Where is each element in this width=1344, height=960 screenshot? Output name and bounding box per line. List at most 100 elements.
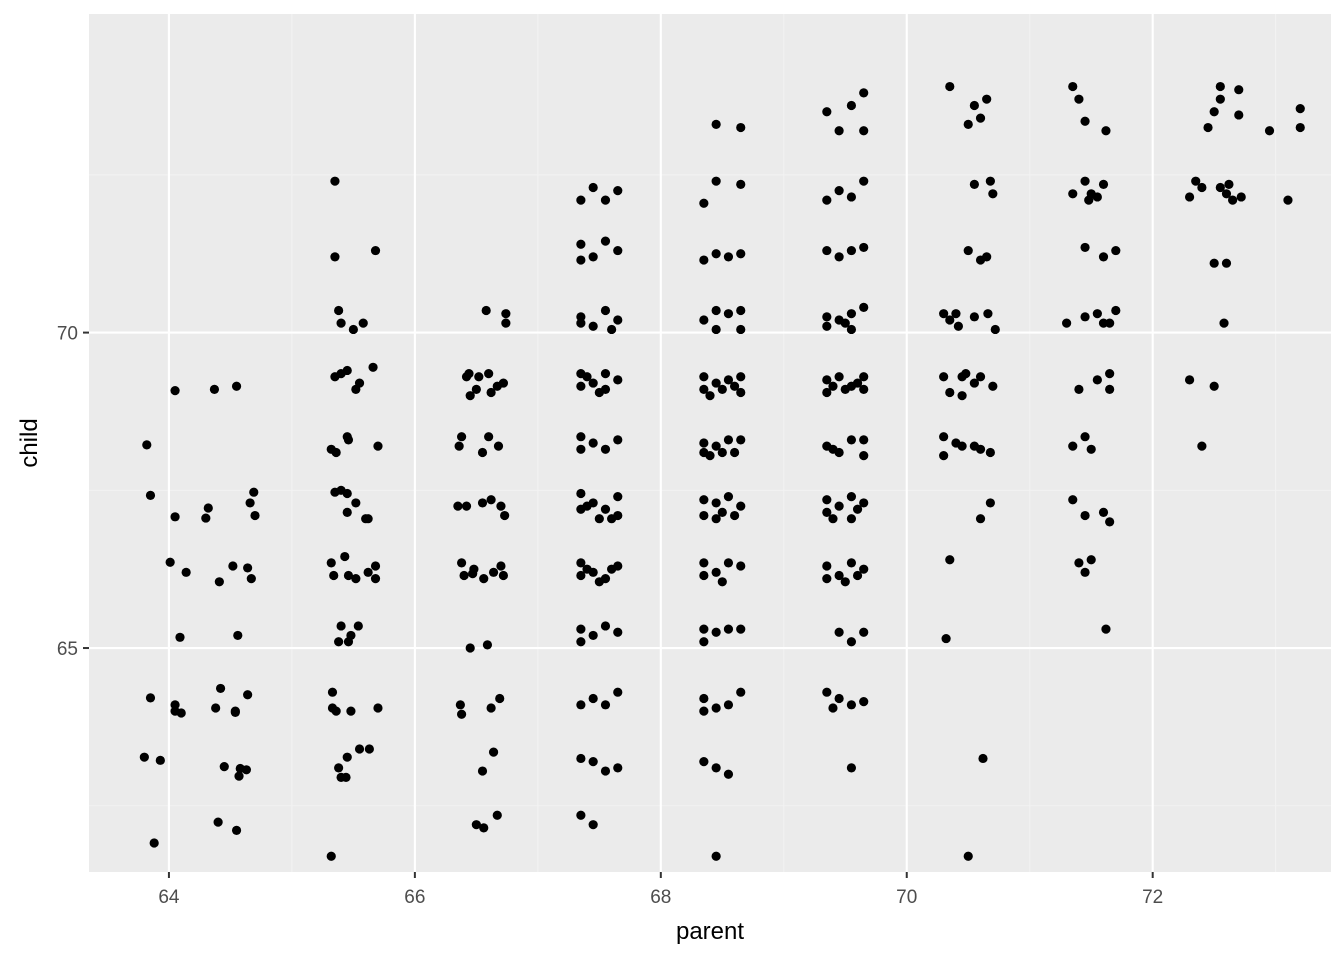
data-point <box>1080 510 1090 521</box>
x-tick-label: 68 <box>650 887 671 908</box>
data-point <box>1215 94 1225 104</box>
data-point <box>493 441 504 451</box>
data-point <box>461 501 472 511</box>
data-point <box>576 558 586 568</box>
data-point <box>576 637 586 647</box>
data-point <box>1191 176 1201 186</box>
data-point <box>613 245 623 256</box>
data-point <box>600 504 611 514</box>
data-point <box>498 570 509 581</box>
data-point <box>486 495 496 505</box>
data-point <box>828 514 838 524</box>
data-point <box>249 487 259 497</box>
data-point <box>939 309 949 319</box>
data-point <box>370 245 381 256</box>
data-point <box>711 119 721 130</box>
data-point <box>1295 122 1305 133</box>
data-point <box>1068 441 1078 451</box>
data-point <box>331 447 341 458</box>
data-point <box>1221 189 1232 199</box>
data-point <box>1080 432 1090 442</box>
data-point <box>859 372 869 382</box>
data-point <box>729 510 740 521</box>
data-point <box>594 387 604 398</box>
data-point <box>711 249 721 259</box>
data-point <box>600 236 611 246</box>
y-tick-label: 70 <box>57 324 78 345</box>
data-point <box>576 810 586 820</box>
data-point <box>582 372 592 382</box>
data-point <box>969 100 979 111</box>
data-point <box>363 514 373 524</box>
data-point <box>329 570 339 581</box>
data-point <box>951 309 961 319</box>
data-point <box>330 252 340 262</box>
data-point <box>600 444 611 454</box>
data-point <box>213 817 223 827</box>
data-point <box>170 386 180 396</box>
data-point <box>613 435 623 445</box>
data-point <box>705 451 715 461</box>
data-point <box>957 391 967 401</box>
data-point <box>330 176 340 186</box>
data-point <box>822 375 832 385</box>
data-point <box>1197 182 1207 193</box>
data-point <box>699 558 709 568</box>
data-point <box>736 179 746 189</box>
data-point <box>723 252 734 262</box>
data-point <box>576 488 586 499</box>
data-point <box>945 387 955 398</box>
data-point <box>457 558 467 568</box>
data-point <box>1098 507 1109 517</box>
data-point <box>465 643 475 653</box>
data-point <box>1219 318 1229 328</box>
data-point <box>1101 624 1111 634</box>
data-point <box>846 192 857 202</box>
data-point <box>699 756 709 767</box>
data-point <box>211 703 221 713</box>
data-point <box>699 495 709 505</box>
data-point <box>342 488 352 499</box>
data-point <box>699 706 709 716</box>
plot-panel <box>89 14 1331 872</box>
data-point <box>492 810 502 820</box>
data-point <box>975 444 986 454</box>
data-point <box>717 447 727 458</box>
data-point <box>219 762 229 772</box>
data-point <box>465 391 475 401</box>
data-point <box>969 378 979 388</box>
data-point <box>846 700 857 710</box>
data-point <box>613 687 623 697</box>
data-point <box>1221 258 1232 268</box>
data-point <box>988 189 998 199</box>
data-point <box>1068 189 1078 199</box>
data-point <box>342 432 352 442</box>
data-point <box>828 444 838 454</box>
data-point <box>822 495 832 505</box>
data-point <box>479 823 489 833</box>
data-point <box>373 441 383 451</box>
data-point <box>723 558 734 568</box>
data-point <box>469 564 479 574</box>
data-point <box>859 498 869 508</box>
data-point <box>711 567 721 577</box>
data-point <box>982 94 992 104</box>
data-point <box>326 558 336 568</box>
data-point <box>498 378 509 388</box>
data-point <box>233 630 243 641</box>
data-point <box>846 100 857 111</box>
data-point <box>1197 441 1207 451</box>
data-point <box>711 378 721 388</box>
minor-gridlines <box>89 14 1331 872</box>
data-point <box>699 637 709 647</box>
data-point <box>1092 375 1102 385</box>
data-point <box>181 567 191 577</box>
data-point <box>822 195 832 205</box>
data-point <box>1068 495 1078 505</box>
data-point <box>231 381 242 391</box>
data-point <box>699 438 709 448</box>
data-point <box>699 198 709 208</box>
data-point <box>834 501 844 511</box>
data-point <box>576 239 586 249</box>
data-point <box>600 700 611 710</box>
